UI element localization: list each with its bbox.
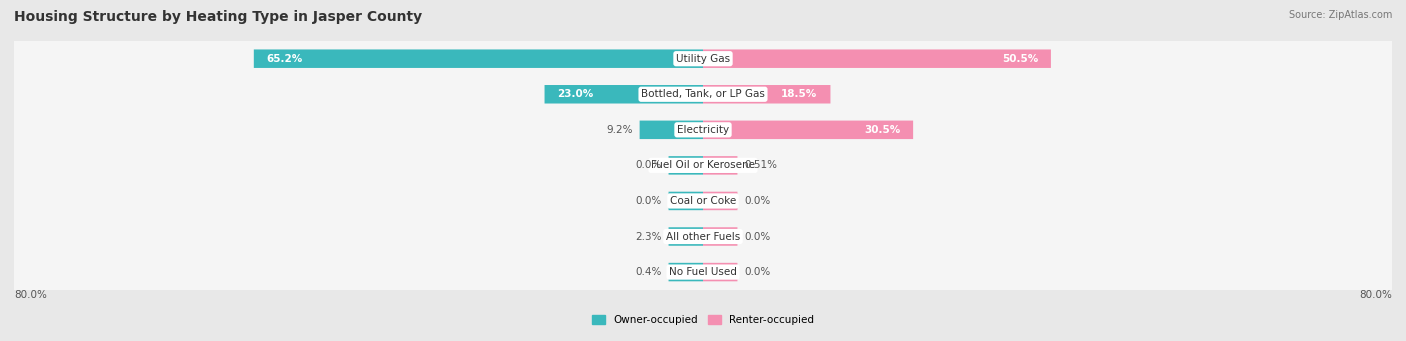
- Text: Coal or Coke: Coal or Coke: [669, 196, 737, 206]
- Text: 0.4%: 0.4%: [636, 267, 662, 277]
- FancyBboxPatch shape: [254, 49, 703, 68]
- Text: 9.2%: 9.2%: [606, 125, 633, 135]
- Text: 0.0%: 0.0%: [744, 267, 770, 277]
- FancyBboxPatch shape: [669, 192, 703, 210]
- Text: 2.3%: 2.3%: [636, 232, 662, 241]
- Text: Bottled, Tank, or LP Gas: Bottled, Tank, or LP Gas: [641, 89, 765, 99]
- FancyBboxPatch shape: [703, 85, 831, 104]
- Text: All other Fuels: All other Fuels: [666, 232, 740, 241]
- FancyBboxPatch shape: [669, 156, 703, 175]
- FancyBboxPatch shape: [13, 243, 1393, 301]
- FancyBboxPatch shape: [13, 136, 1393, 195]
- FancyBboxPatch shape: [669, 227, 703, 246]
- FancyBboxPatch shape: [13, 65, 1393, 123]
- Text: 50.5%: 50.5%: [1001, 54, 1038, 64]
- Text: 0.0%: 0.0%: [636, 160, 662, 170]
- FancyBboxPatch shape: [13, 64, 1393, 124]
- FancyBboxPatch shape: [13, 171, 1393, 231]
- FancyBboxPatch shape: [544, 85, 703, 104]
- Text: 0.0%: 0.0%: [744, 196, 770, 206]
- Text: 0.0%: 0.0%: [744, 232, 770, 241]
- FancyBboxPatch shape: [703, 227, 738, 246]
- FancyBboxPatch shape: [640, 121, 703, 139]
- FancyBboxPatch shape: [703, 49, 1050, 68]
- FancyBboxPatch shape: [13, 135, 1393, 195]
- Text: Housing Structure by Heating Type in Jasper County: Housing Structure by Heating Type in Jas…: [14, 10, 422, 24]
- FancyBboxPatch shape: [703, 263, 738, 281]
- Text: Utility Gas: Utility Gas: [676, 54, 730, 64]
- Text: No Fuel Used: No Fuel Used: [669, 267, 737, 277]
- FancyBboxPatch shape: [703, 192, 738, 210]
- Text: 80.0%: 80.0%: [1360, 290, 1392, 300]
- Text: 23.0%: 23.0%: [557, 89, 593, 99]
- Text: Source: ZipAtlas.com: Source: ZipAtlas.com: [1288, 10, 1392, 20]
- Text: 0.0%: 0.0%: [636, 196, 662, 206]
- FancyBboxPatch shape: [13, 207, 1393, 266]
- FancyBboxPatch shape: [669, 263, 703, 281]
- FancyBboxPatch shape: [13, 207, 1393, 266]
- FancyBboxPatch shape: [13, 101, 1393, 159]
- Text: Fuel Oil or Kerosene: Fuel Oil or Kerosene: [651, 160, 755, 170]
- Text: 0.51%: 0.51%: [744, 160, 778, 170]
- FancyBboxPatch shape: [13, 172, 1393, 230]
- Text: 65.2%: 65.2%: [267, 54, 302, 64]
- FancyBboxPatch shape: [703, 156, 738, 175]
- Text: 80.0%: 80.0%: [14, 290, 46, 300]
- FancyBboxPatch shape: [703, 121, 912, 139]
- FancyBboxPatch shape: [13, 242, 1393, 302]
- Legend: Owner-occupied, Renter-occupied: Owner-occupied, Renter-occupied: [588, 311, 818, 329]
- FancyBboxPatch shape: [13, 100, 1393, 160]
- Text: Electricity: Electricity: [676, 125, 730, 135]
- FancyBboxPatch shape: [13, 30, 1393, 88]
- Text: 30.5%: 30.5%: [863, 125, 900, 135]
- Text: 18.5%: 18.5%: [782, 89, 817, 99]
- FancyBboxPatch shape: [13, 29, 1393, 89]
